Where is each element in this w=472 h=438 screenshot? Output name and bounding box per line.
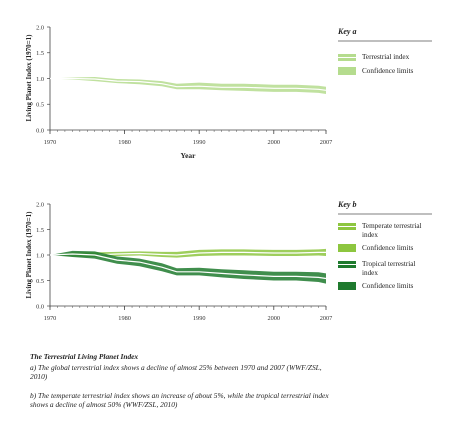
legend-swatch-index (338, 54, 356, 57)
legend-title: Key b (337, 200, 356, 209)
caption-paragraph-b: b) The temperate terrestrial index shows… (30, 390, 329, 410)
y-tick-label: 0.5 (36, 278, 44, 285)
legend-label: Confidence limits (362, 244, 414, 252)
figure-caption: The Terrestrial Living Planet Index a) T… (30, 352, 330, 410)
index-line-0 (50, 77, 327, 91)
x-tick-label: 2007 (320, 139, 333, 146)
y-tick-label: 1.5 (36, 227, 44, 234)
y-tick-label: 1.5 (36, 50, 44, 57)
x-tick-label: 1980 (118, 315, 131, 322)
confidence-band-0 (50, 248, 326, 258)
x-tick-label: 2007 (320, 315, 333, 322)
y-tick-label: 1.0 (36, 252, 44, 259)
legend-swatch-index (338, 227, 356, 230)
x-axis-label: Year (181, 151, 197, 160)
legend-swatch-index (338, 58, 356, 61)
y-tick-label: 0.5 (36, 102, 44, 109)
chart-a: 0.0 0.5 1.0 1.5 2.0 1970 1980 1990 2000 2007 Year L… (25, 24, 432, 160)
legend-label: Tropical terrestrial index (362, 260, 415, 277)
legend-label: Terrestrial index (362, 53, 410, 61)
legend-label: Temperate terrestrial index (362, 222, 422, 239)
x-tick-label: 1980 (118, 139, 131, 146)
y-tick-label: 1.0 (36, 76, 44, 83)
legend-swatch-confidence (338, 244, 356, 252)
index-line-1 (49, 253, 327, 280)
legend-swatch-index (338, 265, 356, 268)
y-axis-label: Living Planet Index (1970=1) (25, 211, 33, 299)
y-tick-label: 2.0 (36, 201, 44, 208)
x-tick-label: 1990 (193, 139, 206, 146)
legend-swatch-index (338, 223, 356, 226)
legend-swatch-confidence (338, 282, 356, 290)
caption-paragraph-a: a) The global terrestrial index shows a … (30, 362, 322, 382)
x-tick-label: 1970 (44, 315, 57, 322)
x-tick-label: 1990 (193, 315, 206, 322)
x-tick-label: 2000 (267, 139, 280, 146)
y-axis-label: Living Planet Index (1970=1) (25, 34, 33, 122)
y-tick-label: 0.0 (36, 303, 44, 310)
caption-title: The Terrestrial Living Planet Index (30, 352, 139, 361)
legend-label: Confidence limits (362, 67, 414, 75)
y-tick-label: 0.0 (36, 127, 44, 134)
confidence-band-0 (50, 77, 326, 94)
legend-label: Confidence limits (362, 282, 414, 290)
chart-b: 0.0 0.5 1.0 1.5 2.0 1970 1980 1990 2000 2007 Livin… (25, 200, 432, 322)
x-tick-label: 2000 (267, 315, 280, 322)
legend-swatch-index (338, 261, 356, 264)
legend-title: Key a (337, 27, 356, 36)
legend-swatch-confidence (338, 67, 356, 75)
x-tick-label: 1970 (44, 139, 57, 146)
y-tick-label: 2.0 (36, 24, 44, 31)
